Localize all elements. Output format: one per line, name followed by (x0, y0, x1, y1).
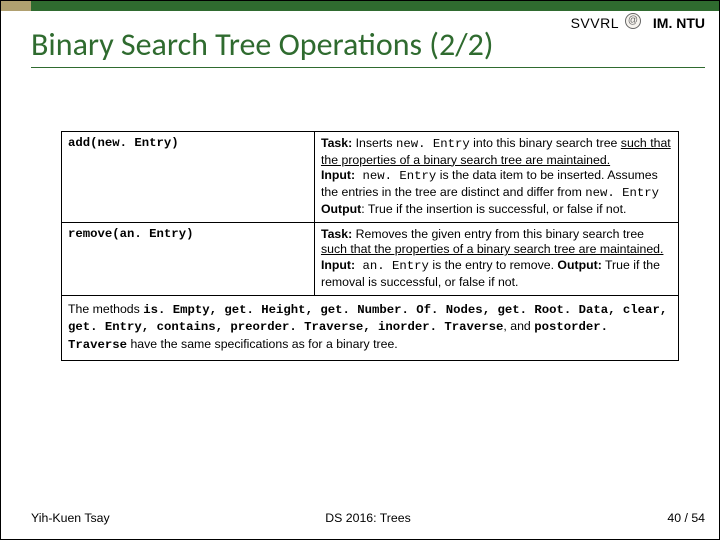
task-label: Task: (321, 227, 352, 241)
method-name: inorder. Traverse (378, 320, 503, 334)
footer: Yih-Kuen Tsay DS 2016: Trees 40 / 54 (31, 511, 705, 525)
sep: , (363, 320, 378, 334)
bottom-note: The methods is. Empty, get. Height, get.… (61, 296, 679, 362)
sep: , (216, 320, 231, 334)
sep: , (483, 303, 498, 317)
op-desc-cell: Task: Removes the given entry from this … (314, 222, 678, 295)
footer-page: 40 / 54 (667, 511, 705, 525)
operations-table: add(new. Entry) Task: Inserts new. Entry… (61, 131, 679, 296)
imntu-label: IM. NTU (653, 15, 705, 31)
sep: , (660, 303, 667, 317)
sep: , (608, 303, 623, 317)
code: new. Entry (396, 137, 470, 151)
method-name: preorder. Traverse (230, 320, 363, 334)
at-icon: @ (625, 13, 641, 29)
text: is the entry to remove. (429, 258, 558, 272)
task-label: Task: (321, 136, 352, 150)
text: Removes the given entry from this binary… (352, 227, 644, 241)
code: new. Entry (355, 169, 436, 183)
method-name: get. Entry (68, 320, 142, 334)
sep: , (306, 303, 321, 317)
method-name: get. Root. Data (497, 303, 608, 317)
code: an. Entry (355, 259, 429, 273)
header-strip (1, 1, 719, 11)
method-name: get. Height (224, 303, 305, 317)
title-rule (31, 67, 705, 68)
output-label: Output: (557, 258, 601, 272)
op-desc-cell: Task: Inserts new. Entry into this binar… (314, 132, 678, 223)
underlined-text: such that the properties of a binary sea… (321, 242, 663, 256)
page-title: Binary Search Tree Operations (2/2) (31, 25, 493, 64)
footer-course: DS 2016: Trees (325, 511, 410, 525)
slide: SVVRL @ IM. NTU Binary Search Tree Opera… (0, 0, 720, 540)
text: : True if the insertion is successful, o… (361, 202, 626, 216)
method-name: is. Empty (143, 303, 209, 317)
method-name: get. Number. Of. Nodes (320, 303, 482, 317)
text: have the same specifications as for a bi… (127, 337, 398, 351)
method-name: clear (623, 303, 660, 317)
sep: , (210, 303, 225, 317)
code: new. Entry (585, 186, 659, 200)
op-name-cell: add(new. Entry) (62, 132, 315, 223)
text: into this binary search tree (470, 136, 621, 150)
table-row: remove(an. Entry) Task: Removes the give… (62, 222, 679, 295)
strip-tan (1, 1, 31, 11)
input-label: Input: (321, 258, 355, 272)
output-label: Output (321, 202, 361, 216)
text: , and (503, 319, 534, 333)
sep: , (142, 320, 157, 334)
svvrl-label: SVVRL (571, 15, 619, 31)
text: The methods (68, 302, 143, 316)
strip-green (31, 1, 719, 11)
footer-author: Yih-Kuen Tsay (31, 511, 110, 525)
op-name-cell: remove(an. Entry) (62, 222, 315, 295)
method-name: contains (157, 320, 216, 334)
input-label: Input: (321, 168, 355, 182)
content-area: add(new. Entry) Task: Inserts new. Entry… (61, 131, 679, 361)
table-row: add(new. Entry) Task: Inserts new. Entry… (62, 132, 679, 223)
text: Inserts (352, 136, 396, 150)
